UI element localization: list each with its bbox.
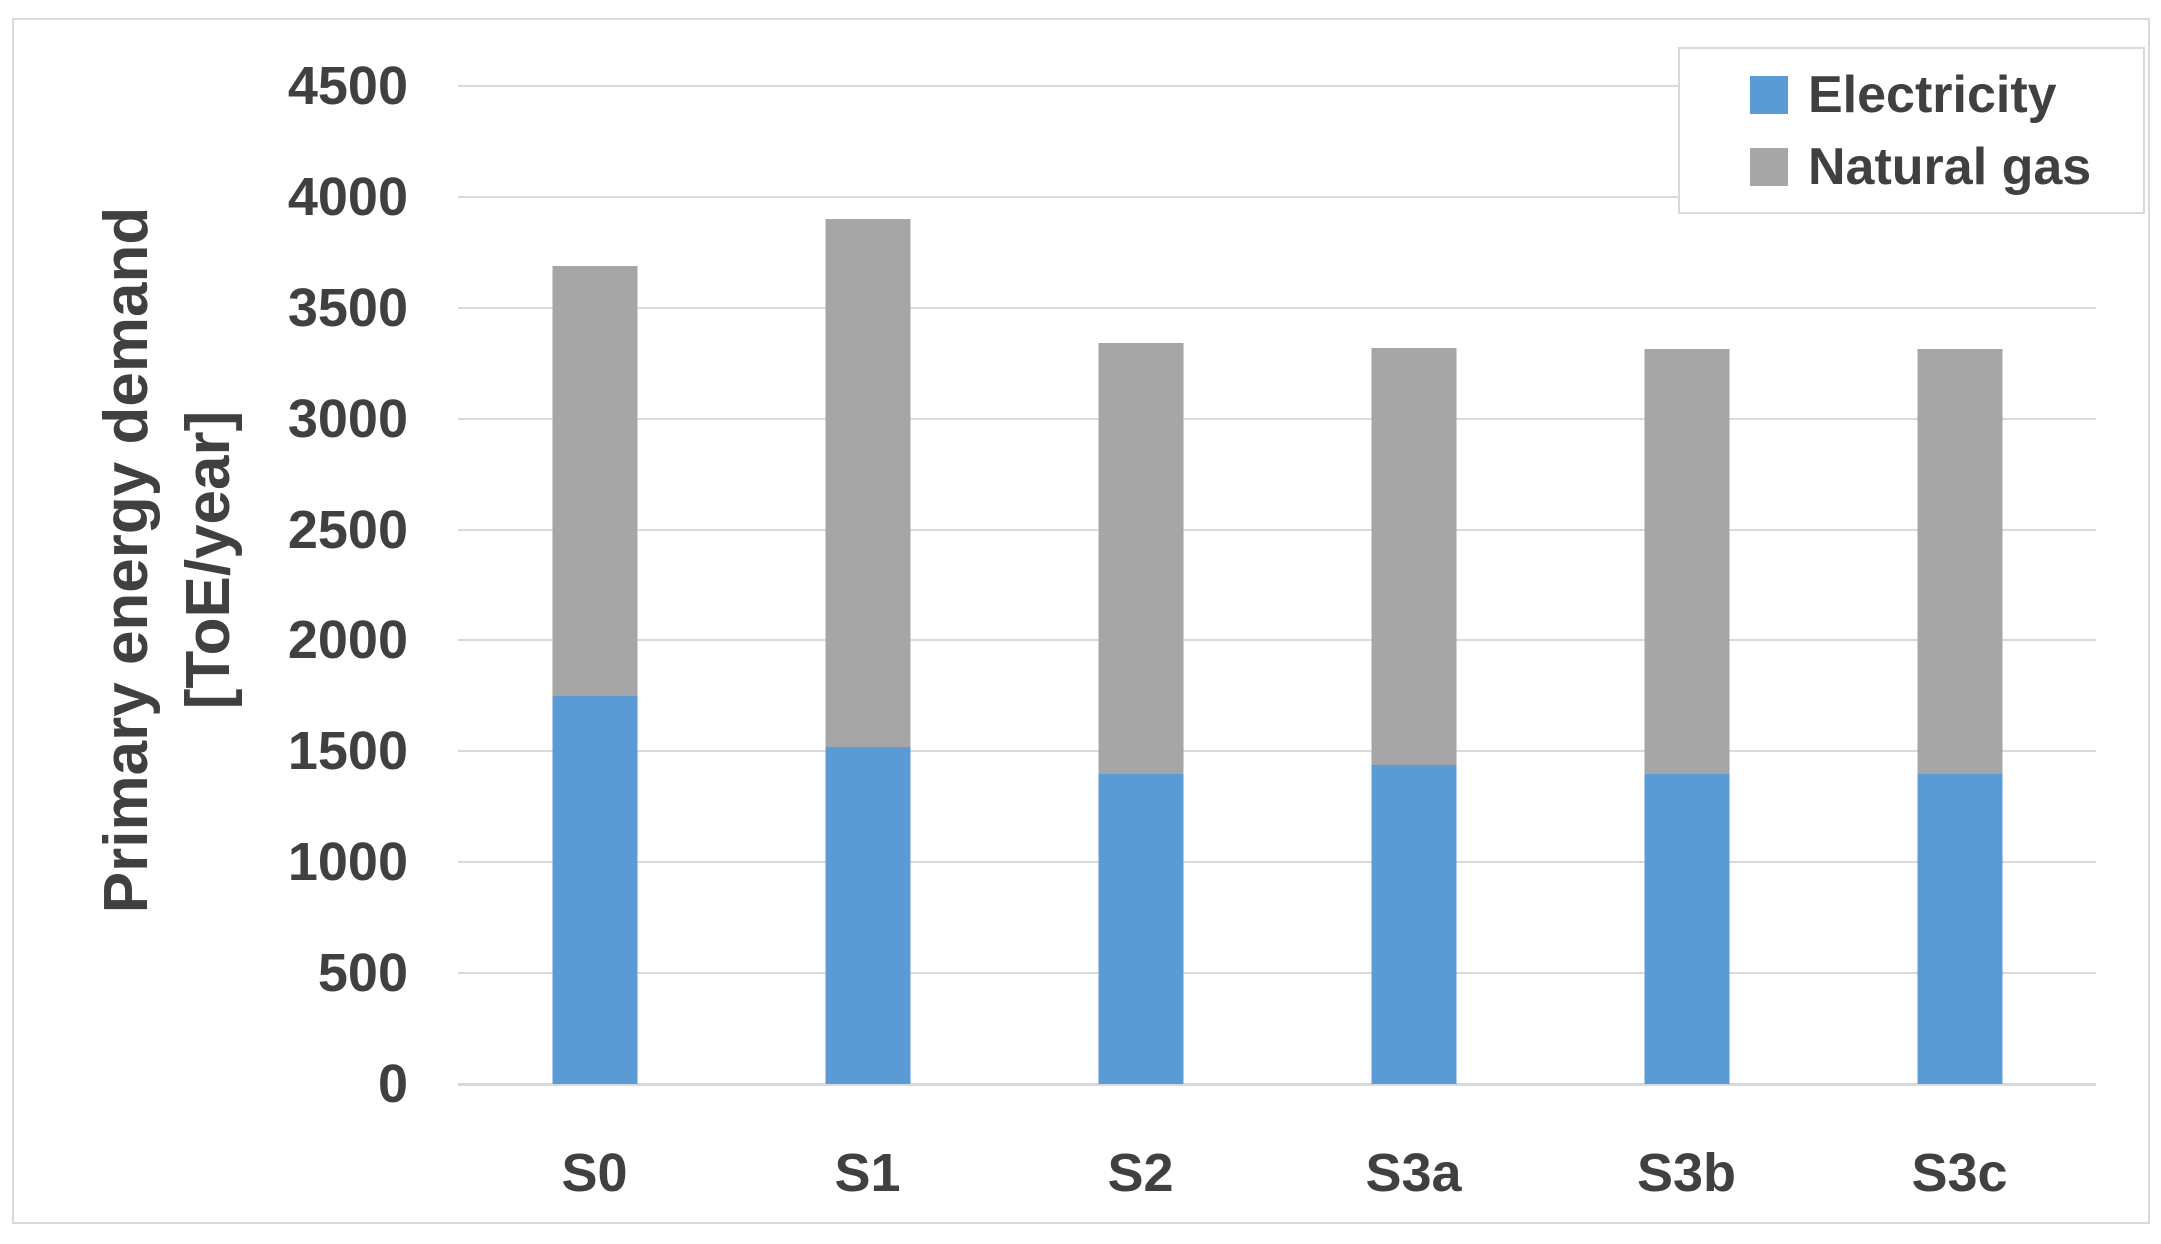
gridline <box>458 195 2096 198</box>
y-tick-label: 500 <box>317 943 408 1004</box>
bar-stack-s2 <box>1098 343 1183 1084</box>
legend-swatch-natural-gas <box>1750 147 1788 186</box>
gridline <box>458 639 2096 642</box>
bar-stack-s1 <box>825 219 910 1084</box>
x-category-label-s2: S2 <box>1107 1143 1174 1203</box>
bar-stack-s3a <box>1371 347 1456 1084</box>
y-tick-label: 2500 <box>287 499 408 560</box>
bar-segment-natural-gas-s3c <box>1917 348 2002 774</box>
bar-segment-electricity-s1 <box>825 746 910 1084</box>
y-tick-label: 0 <box>377 1054 408 1114</box>
y-tick-label: 3000 <box>287 388 408 449</box>
bar-segment-electricity-s3b <box>1644 773 1729 1084</box>
legend-item-natural-gas: Natural gas <box>1750 139 2143 195</box>
y-axis-tick-labels: 0 500 1000 1500 2000 2500 3000 3500 4000 4500 <box>158 0 408 1244</box>
legend: Electricity Natural gas <box>1678 47 2145 214</box>
y-axis-title-line1: Primary energy demand <box>92 206 161 914</box>
bar-stack-s3b <box>1644 348 1729 1084</box>
bar-segment-natural-gas-s3b <box>1644 348 1729 774</box>
bar-segment-electricity-s3a <box>1371 764 1456 1084</box>
bar-segment-electricity-s3c <box>1917 773 2002 1084</box>
y-tick-label: 1500 <box>287 721 408 782</box>
bar-column-s2 <box>1004 86 1277 1084</box>
y-tick-label: 2000 <box>287 610 408 671</box>
x-category-label-s3b: S3b <box>1636 1143 1737 1203</box>
legend-label-electricity: Electricity <box>1808 65 2057 124</box>
bar-column-s0 <box>458 86 731 1084</box>
bar-segment-electricity-s2 <box>1098 773 1183 1084</box>
legend-label-natural-gas: Natural gas <box>1808 137 2092 196</box>
gridline <box>458 861 2096 864</box>
legend-swatch-electricity <box>1750 75 1788 114</box>
bar-stack-s0 <box>552 265 637 1084</box>
bar-column-s3b <box>1550 86 1823 1084</box>
bar-segment-natural-gas-s1 <box>825 219 910 747</box>
x-category-label-s0: S0 <box>561 1143 628 1203</box>
bar-column-s3c <box>1823 86 2096 1084</box>
bar-segment-natural-gas-s2 <box>1098 343 1183 774</box>
gridlines <box>458 85 2096 1086</box>
y-tick-label: 4000 <box>287 166 408 227</box>
bar-column-s1 <box>731 86 1004 1084</box>
bar-segment-natural-gas-s0 <box>552 265 637 696</box>
x-category-label-s1: S1 <box>834 1143 901 1203</box>
plot-area <box>458 85 2096 1086</box>
y-tick-label: 3500 <box>287 277 408 338</box>
bar-column-s3a <box>1277 86 1550 1084</box>
x-category-label-s3a: S3a <box>1365 1143 1462 1203</box>
bar-stack-s3c <box>1917 348 2002 1084</box>
gridline <box>458 528 2096 531</box>
y-tick-label: 4500 <box>287 56 408 116</box>
x-category-label-s3c: S3c <box>1911 1143 2008 1203</box>
legend-item-electricity: Electricity <box>1750 67 2143 123</box>
gridline <box>458 306 2096 309</box>
gridline <box>458 972 2096 975</box>
bar-columns <box>458 86 2096 1084</box>
gridline <box>458 417 2096 420</box>
gridline <box>458 85 2096 87</box>
x-axis-line <box>458 1083 2096 1086</box>
y-tick-label: 1000 <box>287 832 408 893</box>
chart-border <box>12 18 2150 1224</box>
bar-segment-electricity-s0 <box>552 695 637 1084</box>
x-axis-category-labels: S0 S1 S2 S3a S3b S3c <box>458 1146 2096 1200</box>
bar-segment-natural-gas-s3a <box>1371 347 1456 765</box>
gridline <box>458 750 2096 753</box>
